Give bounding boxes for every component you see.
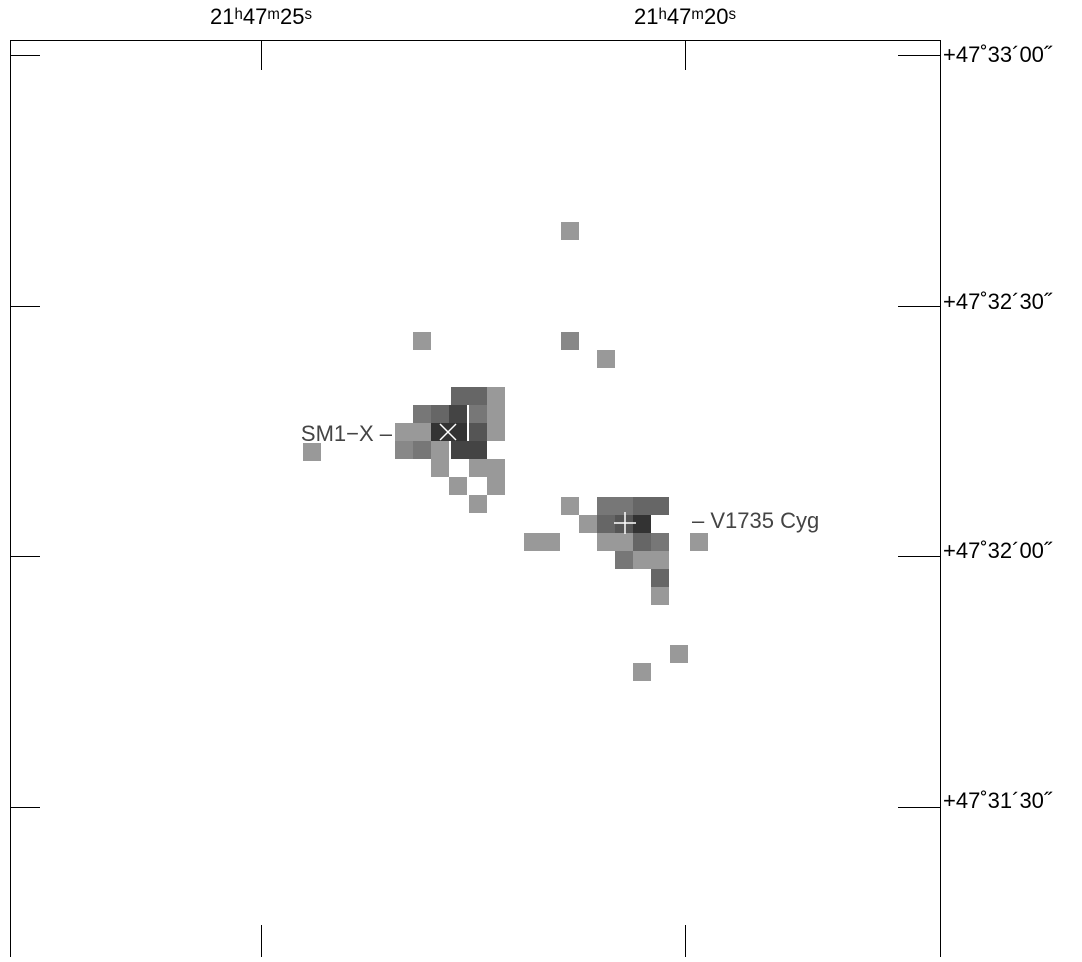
pixel <box>633 497 651 515</box>
ra-label: 21ʰ47ᵐ25ˢ <box>210 4 312 29</box>
pixel <box>431 405 449 423</box>
source-label: – V1735 Cyg <box>692 508 819 533</box>
pixel <box>633 551 651 569</box>
pixel <box>487 477 505 495</box>
pixel <box>469 405 487 423</box>
pixel <box>690 533 708 551</box>
pixel <box>597 533 615 551</box>
pixel <box>597 515 615 533</box>
source-label: SM1−X – <box>301 421 393 446</box>
pixel <box>431 459 449 477</box>
dec-label: +47˚32´00˝ <box>943 538 1053 563</box>
pixel <box>487 459 505 477</box>
pixel <box>597 497 615 515</box>
pixel <box>615 497 633 515</box>
pixel <box>413 332 431 350</box>
pixel <box>469 423 487 441</box>
pixel <box>487 423 505 441</box>
pixel <box>413 405 431 423</box>
pixel <box>431 441 449 459</box>
pixel <box>469 459 487 477</box>
pixel <box>597 350 615 368</box>
pixel <box>561 332 579 350</box>
pixel <box>431 423 449 441</box>
pixel <box>615 551 633 569</box>
pixel <box>449 477 467 495</box>
pixel <box>633 533 651 551</box>
pixel <box>449 405 467 423</box>
pixel <box>651 551 669 569</box>
dec-label: +47˚33´00˝ <box>943 42 1053 67</box>
pixel <box>413 441 431 459</box>
pixel <box>487 405 505 423</box>
pixel <box>395 423 413 441</box>
pixel <box>395 441 413 459</box>
pixel <box>579 515 597 533</box>
pixel <box>615 515 633 533</box>
pixel <box>451 441 469 459</box>
pixel <box>451 387 469 405</box>
pixel <box>633 663 651 681</box>
pixel <box>615 533 633 551</box>
pixel <box>542 533 560 551</box>
pixel <box>524 533 542 551</box>
pixel <box>487 387 505 405</box>
dec-label: +47˚32´30˝ <box>943 289 1053 314</box>
pixel <box>561 497 579 515</box>
pixel <box>651 497 669 515</box>
pixel <box>449 423 467 441</box>
pixel <box>469 495 487 513</box>
pixel <box>469 441 487 459</box>
sky-image: 21ʰ47ᵐ25ˢ 21ʰ47ᵐ20ˢ +47˚33´00˝ +47˚32´30… <box>0 0 1082 957</box>
pixel <box>651 569 669 587</box>
pixel <box>633 515 651 533</box>
pixel <box>670 645 688 663</box>
pixel <box>469 387 487 405</box>
dec-label: +47˚31´30˝ <box>943 788 1053 813</box>
pixel <box>413 423 431 441</box>
ra-label: 21ʰ47ᵐ20ˢ <box>634 4 736 29</box>
pixel <box>651 587 669 605</box>
pixel <box>651 533 669 551</box>
pixel <box>561 222 579 240</box>
